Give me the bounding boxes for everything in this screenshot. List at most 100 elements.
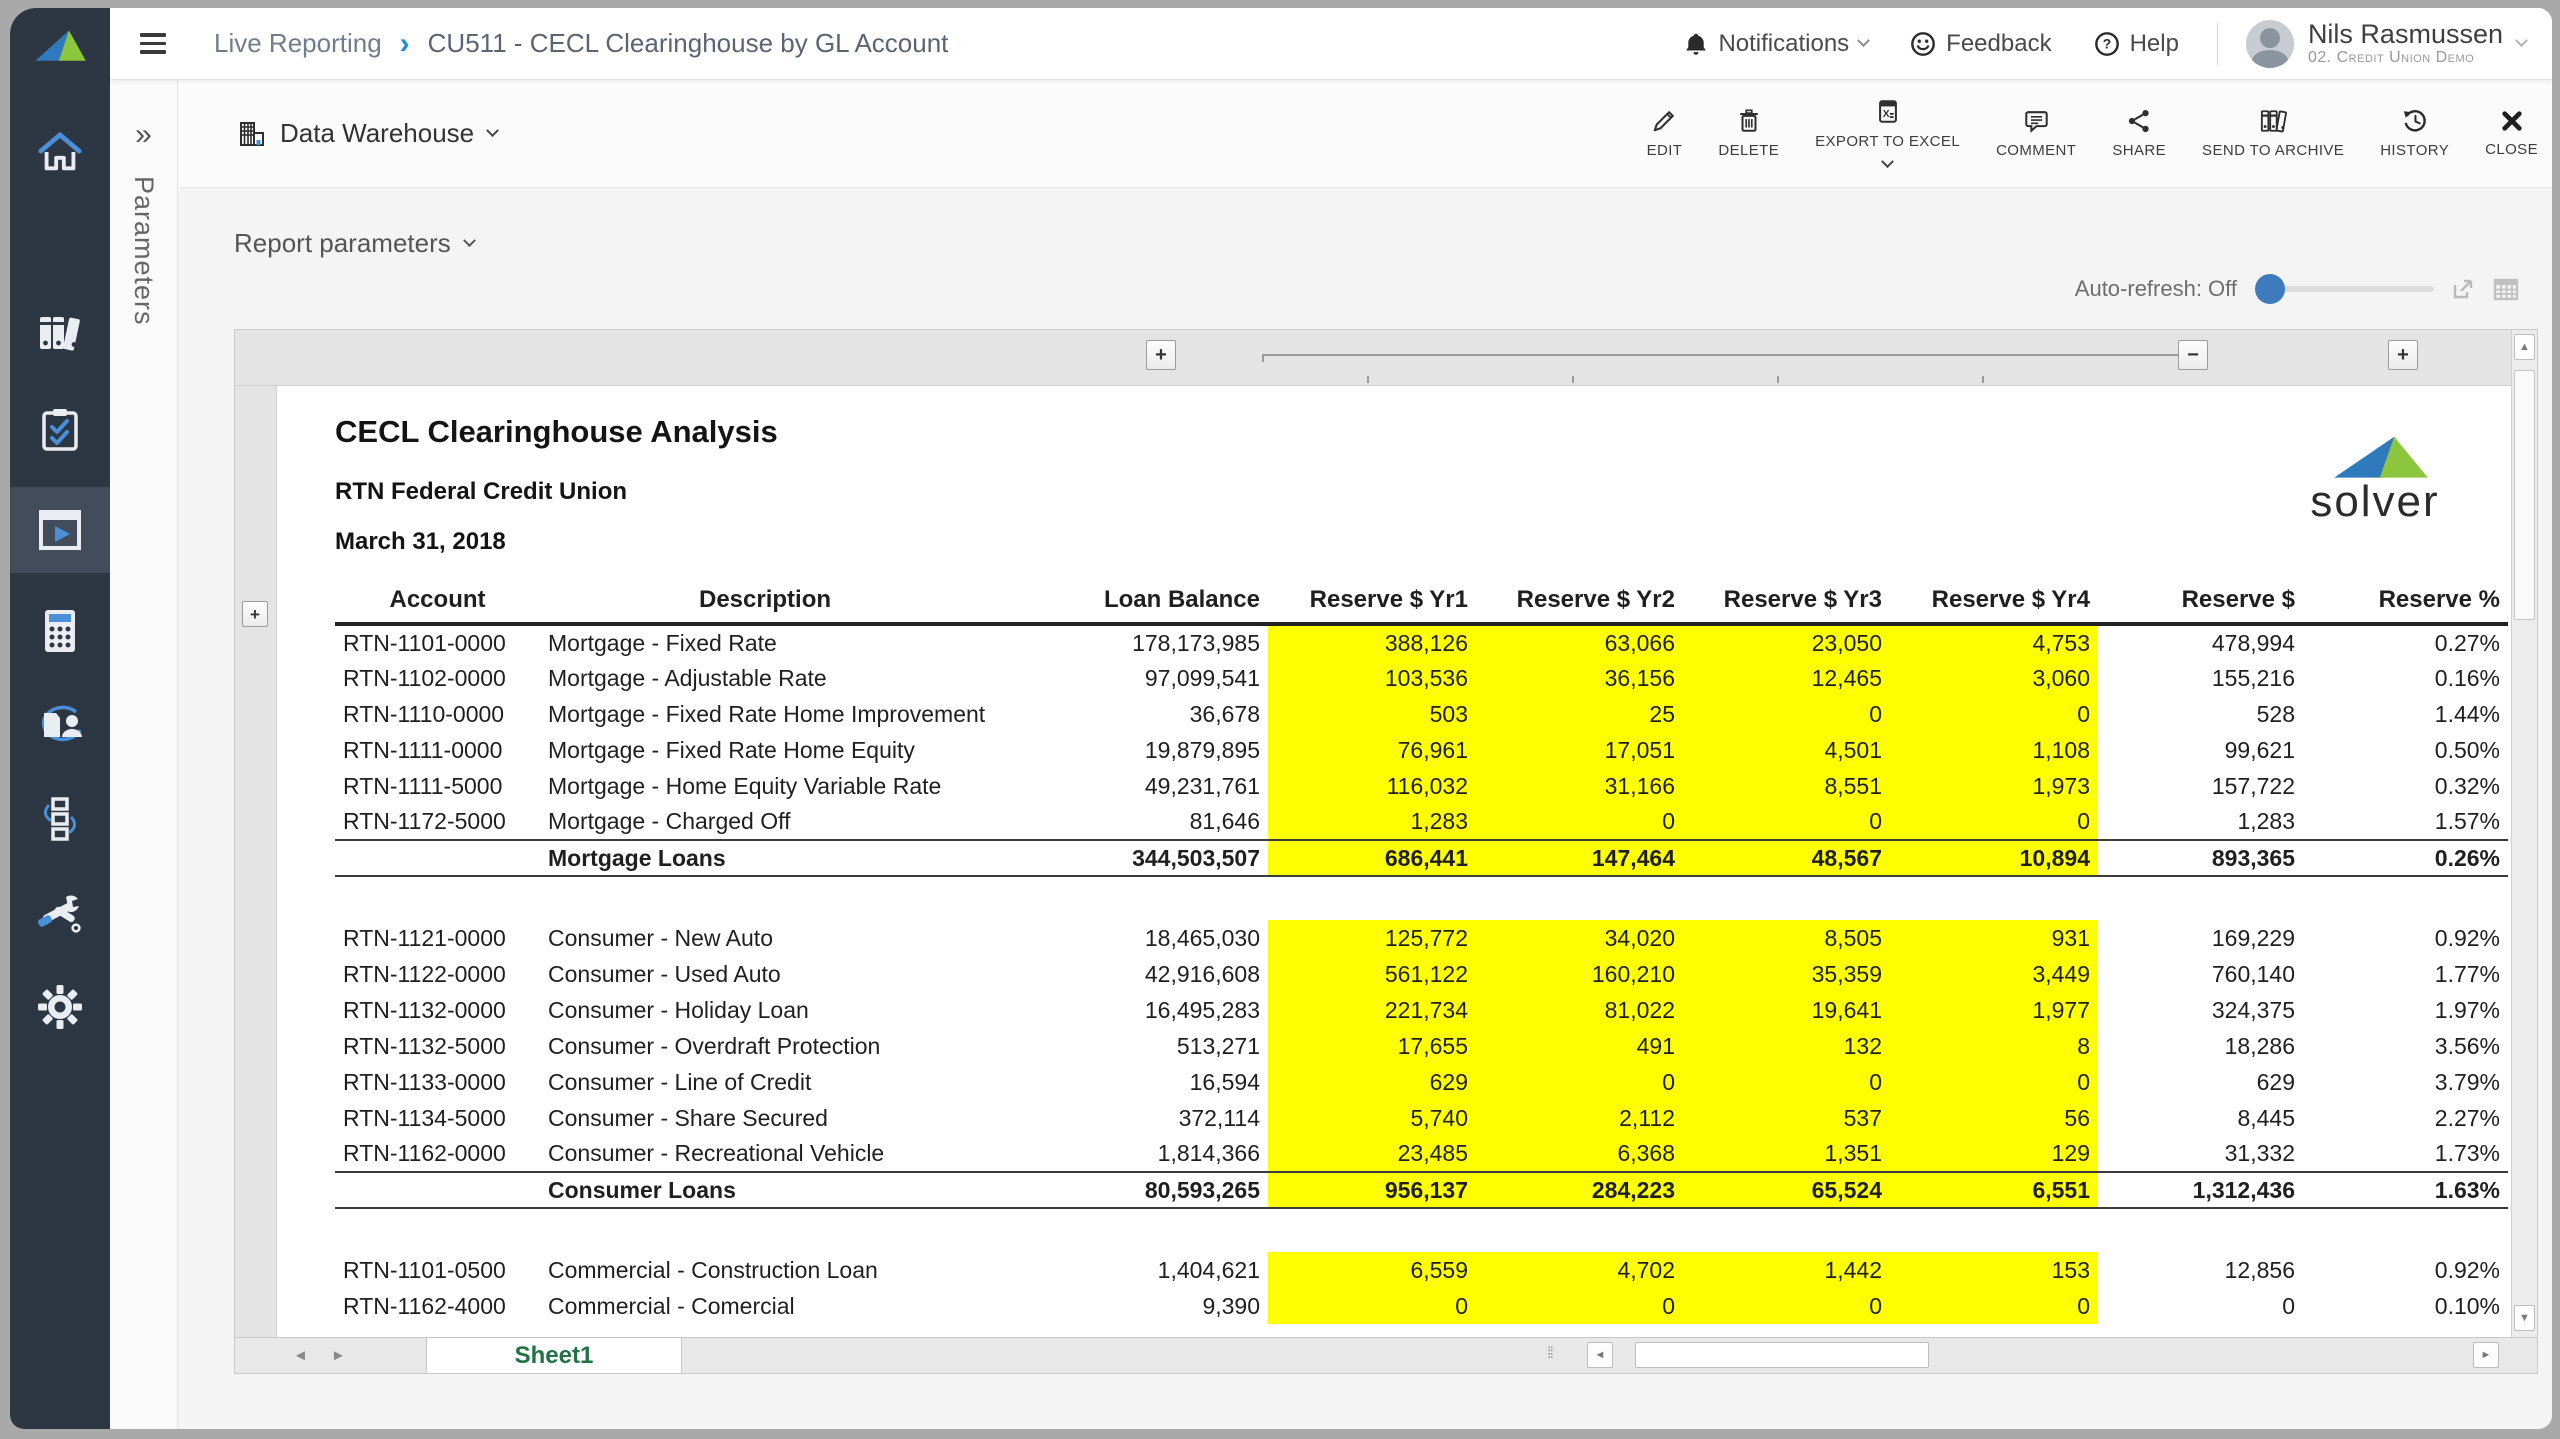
column-header: Reserve $ Yr1 bbox=[1268, 586, 1476, 626]
sheet-prev-button[interactable]: ◄ bbox=[293, 1347, 308, 1364]
table-row: RTN-1110-0000 Mortgage - Fixed Rate Home … bbox=[335, 696, 2508, 732]
solver-logo-icon bbox=[32, 22, 88, 66]
sidebar-item-assignments[interactable] bbox=[10, 393, 110, 465]
sheet-tab-bar: ◄ ► Sheet1 ⁞⁞ ◄ ► bbox=[235, 1337, 2537, 1373]
divider bbox=[2216, 22, 2218, 65]
auto-refresh-slider[interactable] bbox=[2255, 274, 2434, 304]
scroll-down-button[interactable]: ▼ bbox=[2514, 1305, 2535, 1331]
breadcrumb-section[interactable]: Live Reporting bbox=[214, 28, 382, 58]
question-mark-icon: ? bbox=[2094, 31, 2120, 57]
user-name: Nils Rasmussen bbox=[2307, 18, 2503, 49]
notifications-button[interactable]: Notifications bbox=[1684, 29, 1871, 58]
send-to-archive-button[interactable]: SEND TO ARCHIVE bbox=[2202, 108, 2344, 159]
column-header: Description bbox=[540, 586, 990, 626]
help-label: Help bbox=[2129, 29, 2179, 57]
chevron-down-icon bbox=[1857, 34, 1871, 48]
data-source-selector[interactable]: Data Warehouse bbox=[238, 118, 500, 149]
chevron-down-icon bbox=[486, 124, 500, 138]
delete-button[interactable]: DELETE bbox=[1718, 108, 1779, 159]
expand-panel-icon[interactable]: » bbox=[135, 118, 152, 151]
user-menu[interactable]: Nils Rasmussen 02. Credit Union Demo bbox=[2245, 18, 2528, 68]
scroll-right-button[interactable]: ► bbox=[2473, 1342, 2499, 1368]
building-icon bbox=[238, 120, 266, 148]
hamburger-menu-icon[interactable] bbox=[140, 33, 166, 54]
home-icon bbox=[37, 130, 83, 176]
report-title: CECL Clearinghouse Analysis bbox=[335, 414, 778, 449]
table-row: RTN-1122-0000 Consumer - Used Auto 42,916,… bbox=[335, 956, 2508, 992]
chevron-down-icon bbox=[2515, 34, 2528, 48]
solver-logo-word: solver bbox=[2310, 477, 2440, 526]
smiley-icon bbox=[1910, 31, 1936, 57]
column-header: Loan Balance bbox=[990, 586, 1268, 626]
outline-expand-button[interactable]: + bbox=[1146, 340, 1176, 370]
sidebar-item-collaboration[interactable] bbox=[10, 689, 110, 761]
top-header-bar: Live Reporting › CU511 - CECL Clearingho… bbox=[110, 8, 2552, 80]
x-close-icon bbox=[2500, 109, 2524, 133]
scroll-left-button[interactable]: ◄ bbox=[1587, 1342, 1613, 1368]
svg-text:X: X bbox=[1882, 109, 1889, 120]
outline-collapse-button[interactable]: − bbox=[2178, 340, 2208, 370]
table-row: RTN-1102-0000 Mortgage - Adjustable Rate 9… bbox=[335, 660, 2508, 696]
share-button[interactable]: SHARE bbox=[2112, 108, 2166, 159]
sidebar-item-archive[interactable] bbox=[10, 299, 110, 371]
scrollbar-drag-handle[interactable]: ⁞⁞ bbox=[1547, 1345, 1554, 1362]
column-group-bracket bbox=[1262, 354, 2180, 362]
sidebar-item-administration[interactable] bbox=[10, 877, 110, 949]
settings-gear-icon bbox=[37, 984, 83, 1030]
workflow-icon bbox=[38, 796, 82, 842]
pencil-icon bbox=[1651, 108, 1677, 134]
user-avatar bbox=[2245, 19, 2294, 68]
pop-out-icon[interactable] bbox=[2450, 276, 2476, 302]
scroll-up-button[interactable]: ▲ bbox=[2514, 334, 2535, 360]
report-parameters-toggle[interactable]: Report parameters bbox=[234, 228, 2538, 259]
column-header: Reserve $ bbox=[2098, 586, 2303, 626]
vertical-scrollbar[interactable]: ▲ ▼ bbox=[2511, 330, 2537, 1337]
share-nodes-icon bbox=[2126, 108, 2152, 134]
table-total-row: Mortgage Loans 344,503,507 686,441 147,464 4… bbox=[335, 839, 2508, 877]
column-header: Reserve $ Yr4 bbox=[1890, 586, 2098, 626]
sheet-next-button[interactable]: ► bbox=[331, 1347, 346, 1364]
edit-button[interactable]: EDIT bbox=[1647, 108, 1683, 159]
table-spacer-row bbox=[335, 876, 2508, 920]
table-row: RTN-1132-5000 Consumer - Overdraft Protec… bbox=[335, 1028, 2508, 1064]
sidebar-item-home[interactable] bbox=[10, 117, 110, 189]
vertical-scroll-thumb[interactable] bbox=[2514, 370, 2535, 620]
help-button[interactable]: ? Help bbox=[2094, 30, 2179, 58]
grid-view-icon[interactable] bbox=[2492, 276, 2520, 302]
outline-column-strip: + − + bbox=[235, 330, 2537, 386]
table-row: RTN-1111-0000 Mortgage - Fixed Rate Home … bbox=[335, 732, 2508, 768]
solver-report-logo: solver bbox=[2275, 428, 2475, 524]
speech-bubble-icon bbox=[2023, 108, 2050, 134]
chevron-down-icon bbox=[462, 234, 476, 248]
comment-button[interactable]: COMMENT bbox=[1996, 108, 2076, 159]
report-canvas: CECL Clearinghouse Analysis RTN Federal … bbox=[277, 386, 2537, 1337]
close-button[interactable]: CLOSE bbox=[2485, 109, 2538, 158]
history-button[interactable]: HISTORY bbox=[2380, 108, 2449, 159]
sheet-tab-sheet1[interactable]: Sheet1 bbox=[426, 1338, 682, 1373]
column-header: Reserve $ Yr2 bbox=[1476, 586, 1683, 626]
sidebar-item-settings[interactable] bbox=[10, 971, 110, 1043]
clock-arrow-icon bbox=[2402, 108, 2428, 134]
notifications-label: Notifications bbox=[1718, 29, 1850, 57]
column-header: Reserve % bbox=[2303, 586, 2508, 626]
sidebar-item-process[interactable] bbox=[10, 783, 110, 855]
slider-knob[interactable] bbox=[2255, 274, 2285, 304]
app-window: Live Reporting › CU511 - CECL Clearingho… bbox=[10, 8, 2552, 1429]
horizontal-scrollbar[interactable] bbox=[1627, 1342, 2457, 1368]
feedback-button[interactable]: Feedback bbox=[1910, 30, 2052, 58]
horizontal-scroll-thumb[interactable] bbox=[1635, 1342, 1929, 1368]
calculator-icon bbox=[40, 608, 80, 654]
tools-icon bbox=[36, 891, 84, 935]
parameters-rail-label[interactable]: Parameters bbox=[129, 176, 159, 326]
export-to-excel-button[interactable]: X EXPORT TO EXCEL bbox=[1815, 99, 1960, 169]
clipboard-check-icon bbox=[38, 406, 82, 452]
table-row: RTN-1101-0000 Mortgage - Fixed Rate 178,17… bbox=[335, 624, 2508, 660]
svg-text:?: ? bbox=[2102, 35, 2111, 51]
table-row: RTN-1162-0000 Consumer - Recreational Veh… bbox=[335, 1136, 2508, 1172]
sidebar-item-budgeting[interactable] bbox=[10, 595, 110, 667]
table-row: RTN-1111-5000 Mortgage - Home Equity Vari… bbox=[335, 768, 2508, 804]
sidebar-item-live-reporting[interactable] bbox=[10, 487, 110, 573]
row-group-expand-button[interactable]: + bbox=[242, 601, 268, 627]
outline-expand-button-2[interactable]: + bbox=[2388, 340, 2418, 370]
row-outline-gutter: + bbox=[235, 386, 277, 1337]
